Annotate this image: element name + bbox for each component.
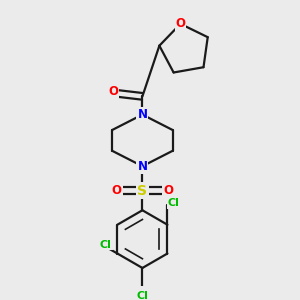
Text: O: O: [108, 85, 118, 98]
Text: S: S: [137, 184, 147, 197]
Text: N: N: [137, 108, 147, 121]
Text: Cl: Cl: [100, 240, 112, 250]
Text: O: O: [112, 184, 122, 197]
Text: Cl: Cl: [167, 198, 179, 208]
Text: N: N: [137, 160, 147, 173]
Text: O: O: [163, 184, 173, 197]
Text: O: O: [176, 17, 185, 30]
Text: Cl: Cl: [136, 291, 148, 300]
